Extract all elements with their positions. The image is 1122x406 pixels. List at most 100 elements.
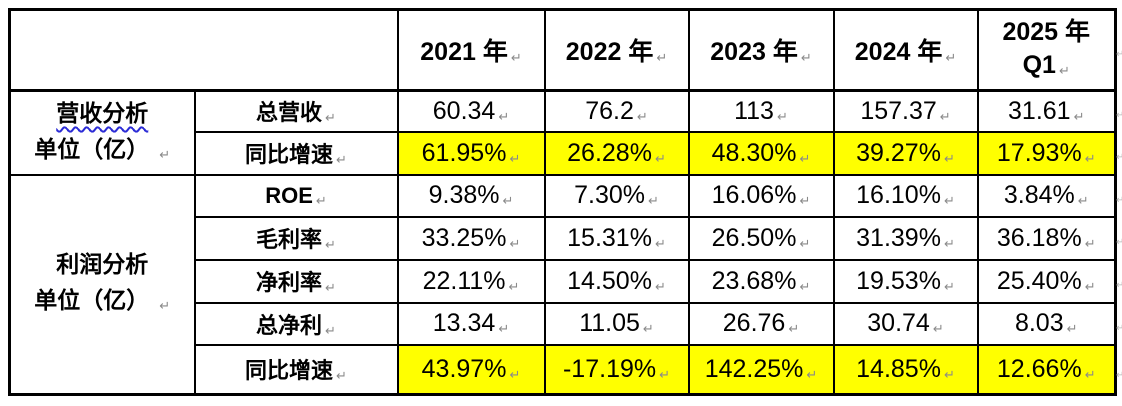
table-header-row: 2021 年 ↵ 2022 年 ↵ 2023 年 ↵ 2024 年 ↵ 2025 年 Q… bbox=[8, 8, 1117, 92]
metric-label: 净利率 bbox=[256, 270, 323, 295]
year-label: 2025 年 bbox=[1002, 17, 1091, 46]
value-cell-highlighted: 142.25% ↵ bbox=[687, 343, 835, 396]
paragraph-mark-icon: ↵ bbox=[799, 235, 811, 251]
paragraph-mark-icon: ↵ bbox=[943, 366, 955, 382]
paragraph-mark-icon: ↵ bbox=[943, 278, 955, 294]
table-row: 净利率 ↵ 22.11% ↵ 14.50% ↵ 23.68% ↵ 19.53% ↵ 25.… bbox=[10, 258, 1117, 304]
metric-label: ROE bbox=[265, 182, 313, 208]
value-text: 7.30% bbox=[574, 181, 645, 209]
value-cell: 157.37 ↵ bbox=[832, 89, 979, 133]
metric-label: 总营收 bbox=[256, 100, 323, 126]
group-label-profit: 利润分析 bbox=[56, 251, 149, 278]
value-cell: 113 ↵ bbox=[687, 89, 835, 133]
year-label: 2023 年 bbox=[710, 38, 798, 66]
metric-cell-roe: ROE ↵ bbox=[193, 173, 399, 218]
value-cell: 25.40% ↵ bbox=[976, 258, 1117, 304]
value-text: 19.53% bbox=[856, 266, 941, 295]
paragraph-mark-icon: ↵ bbox=[315, 192, 327, 208]
row-end-mark-icon: ↵ bbox=[1116, 323, 1122, 334]
row-end-mark-icon: ↵ bbox=[1116, 110, 1122, 121]
paragraph-mark-icon: ↵ bbox=[799, 193, 811, 208]
table-row: 毛利率 ↵ 33.25% ↵ 15.31% ↵ 26.50% ↵ 31.39% ↵ 36.… bbox=[10, 215, 1117, 261]
value-text: 43.97% bbox=[421, 354, 507, 383]
table-row: 营收分析 单位（亿） ↵ 总营收 ↵ 60.34 ↵ 76.2 ↵ 113 ↵ 157.3… bbox=[8, 89, 1117, 176]
paragraph-mark-icon: ↵ bbox=[509, 366, 521, 382]
paragraph-mark-icon: ↵ bbox=[1084, 278, 1096, 294]
value-text: 30.74 bbox=[867, 309, 930, 337]
value-cell: 7.30% ↵ bbox=[543, 173, 690, 218]
value-text: -17.19% bbox=[562, 354, 657, 383]
header-cell-2021: 2021 年 ↵ bbox=[396, 8, 546, 92]
value-cell: 3.84% ↵ bbox=[976, 173, 1117, 218]
value-text: 8.03 bbox=[1014, 309, 1064, 337]
table-row: 利润分析 单位（亿） ↵ ROE ↵ 9.38% ↵ 7.30% ↵ 16.06% ↵ 1… bbox=[8, 173, 1117, 396]
header-blank-cell bbox=[8, 8, 399, 92]
header-cell-2025q1: 2025 年 Q1 ↵ bbox=[976, 8, 1117, 92]
table-row: 总净利 ↵ 13.34 ↵ 11.05 ↵ 26.76 ↵ 30.74 ↵ 8.03 ↵ bbox=[10, 301, 1117, 346]
group-cell-revenue: 营收分析 单位（亿） ↵ bbox=[8, 89, 196, 176]
metric-cell-revenue-yoy: 同比增速 ↵ bbox=[193, 130, 399, 176]
paragraph-mark-icon: ↵ bbox=[1066, 321, 1078, 336]
value-cell: 15.31% ↵ bbox=[543, 215, 690, 261]
paragraph-mark-icon: ↵ bbox=[1084, 366, 1096, 382]
paragraph-mark-icon: ↵ bbox=[799, 150, 811, 166]
value-text: 157.37 bbox=[860, 96, 937, 125]
paragraph-mark-icon: ↵ bbox=[943, 150, 955, 166]
value-text: 11.05 bbox=[579, 309, 640, 337]
value-text: 17.93% bbox=[996, 138, 1082, 167]
value-text: 3.84% bbox=[1003, 181, 1075, 209]
paragraph-mark-icon: ↵ bbox=[656, 50, 668, 65]
value-cell-highlighted: 43.97% ↵ bbox=[396, 343, 546, 396]
value-text: 22.11% bbox=[422, 266, 506, 295]
value-cell: 16.10% ↵ bbox=[832, 173, 979, 218]
value-cell: 19.53% ↵ bbox=[832, 258, 979, 304]
document-page: 2021 年 ↵ 2022 年 ↵ 2023 年 ↵ 2024 年 ↵ 2025 年 Q… bbox=[0, 8, 1122, 406]
value-text: 113 bbox=[734, 96, 774, 125]
value-cell-highlighted: 39.27% ↵ bbox=[832, 130, 979, 176]
value-cell: 16.06% ↵ bbox=[687, 173, 835, 218]
value-cell: 9.38% ↵ bbox=[396, 173, 546, 218]
table-row: 同比增速 ↵ 43.97% ↵ -17.19% ↵ 142.25% ↵ 14.85% ↵ … bbox=[10, 343, 1117, 396]
paragraph-mark-icon: ↵ bbox=[498, 108, 510, 124]
year-label: 2021 年 bbox=[420, 38, 508, 66]
metric-label: 毛利率 bbox=[256, 227, 323, 252]
paragraph-mark-icon: ↵ bbox=[654, 278, 666, 294]
value-cell: 22.11% ↵ bbox=[396, 258, 546, 304]
paragraph-mark-icon: ↵ bbox=[502, 193, 514, 208]
metric-cell-profit-yoy: 同比增速 ↵ bbox=[193, 343, 399, 396]
header-cell-2022: 2022 年 ↵ bbox=[543, 8, 690, 92]
value-text: 60.34 bbox=[432, 96, 496, 125]
value-cell-highlighted: 14.85% ↵ bbox=[832, 343, 979, 396]
paragraph-mark-icon: ↵ bbox=[336, 152, 347, 167]
paragraph-mark-icon: ↵ bbox=[509, 235, 521, 251]
metric-label: 同比增速 bbox=[245, 358, 334, 384]
paragraph-mark-icon: ↵ bbox=[159, 146, 171, 162]
value-cell: 23.68% ↵ bbox=[687, 258, 835, 304]
year-label: 2022 年 bbox=[565, 38, 654, 66]
value-text: 31.39% bbox=[856, 223, 941, 252]
paragraph-mark-icon: ↵ bbox=[943, 193, 955, 208]
paragraph-mark-icon: ↵ bbox=[800, 50, 812, 65]
value-cell: 36.18% ↵ bbox=[976, 215, 1117, 261]
value-text: 12.66% bbox=[996, 354, 1082, 383]
value-text: 15.31% bbox=[567, 223, 652, 252]
value-text: 16.10% bbox=[856, 181, 941, 209]
row-end-mark-icon: ↵ bbox=[1116, 195, 1122, 206]
value-cell-highlighted: 17.93% ↵ bbox=[976, 130, 1117, 176]
value-cell: 60.34 ↵ bbox=[396, 89, 546, 133]
paragraph-mark-icon: ↵ bbox=[1084, 150, 1096, 166]
paragraph-mark-icon: ↵ bbox=[1073, 108, 1085, 124]
paragraph-mark-icon: ↵ bbox=[806, 366, 818, 382]
paragraph-mark-icon: ↵ bbox=[498, 321, 510, 336]
metric-cell-net-margin: 净利率 ↵ bbox=[193, 258, 399, 304]
value-text: 76.2 bbox=[585, 96, 634, 125]
value-text: 33.25% bbox=[421, 223, 507, 252]
paragraph-mark-icon: ↵ bbox=[636, 108, 648, 124]
metric-label: 总净利 bbox=[256, 312, 323, 338]
paragraph-mark-icon: ↵ bbox=[659, 366, 671, 382]
year-label: 2024 年 bbox=[854, 38, 943, 66]
value-cell: 31.61 ↵ bbox=[976, 89, 1117, 133]
row-end-mark-icon: ↵ bbox=[1116, 49, 1122, 60]
value-text: 61.95% bbox=[421, 138, 507, 167]
value-text: 25.40% bbox=[996, 266, 1082, 295]
